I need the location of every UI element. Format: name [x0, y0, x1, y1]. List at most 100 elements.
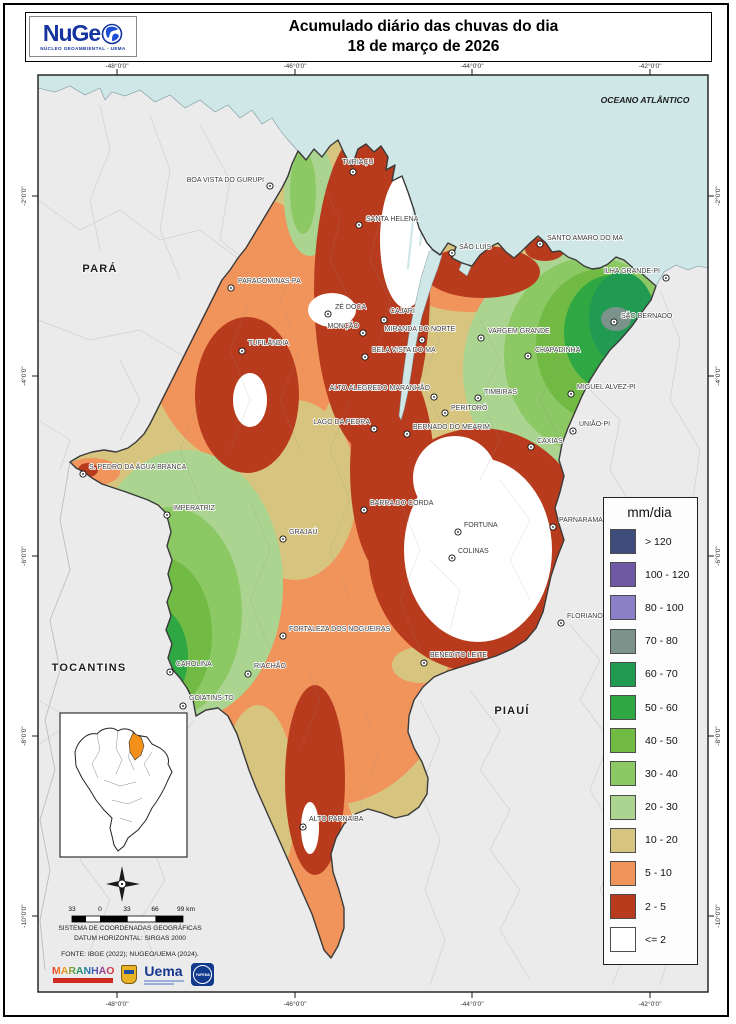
city: ILHA GRANDE-PI: [603, 267, 670, 282]
city-label: FLORIANO: [567, 613, 603, 620]
city: ALTO PARNAÍBA: [299, 813, 365, 831]
city-layer: BOA VISTA DO GURUPI TURIAÇU SANTA HELENA SÃ…: [79, 158, 674, 831]
region-label: TOCANTINS: [52, 662, 127, 674]
legend-row: 80 - 100: [610, 591, 697, 624]
legend-swatch: [610, 761, 636, 787]
legend-label: 50 - 60: [645, 701, 678, 714]
city-marker-dot: [82, 473, 84, 475]
axis-label-right: -6°0'0": [714, 546, 722, 566]
legend-swatch: [610, 860, 636, 886]
city-marker-dot: [423, 662, 425, 664]
axis-label-left: -8°0'0": [20, 726, 28, 746]
city-marker-dot: [451, 252, 453, 254]
city-marker-dot: [182, 705, 184, 707]
city-label: PARAGOMINAS-PA: [238, 278, 301, 285]
nugeo-logo-subtitle: NÚCLEO GEOAMBIENTAL - UEMA: [40, 46, 126, 51]
legend-label: 70 - 80: [645, 635, 678, 648]
axis-label-bottom: -44°0'0": [460, 1000, 484, 1008]
city-label: TURIAÇU: [342, 159, 373, 166]
footer-logos: MARANHÃO Uema FAPEMA: [52, 961, 215, 988]
legend-row: 30 - 40: [610, 757, 697, 790]
city-marker-dot: [362, 332, 364, 334]
city-label: SANTA HELENA: [366, 216, 419, 223]
city: COLINAS: [448, 547, 490, 562]
city-label: BENEDITO LEITE: [430, 652, 487, 659]
legend-label: 2 - 5: [645, 900, 667, 913]
legend-swatch: [610, 927, 636, 953]
axis-label-bottom: -46°0'0": [283, 1000, 307, 1008]
city-label: PERITORÓ: [451, 403, 488, 412]
fapema-logo: FAPEMA: [191, 963, 215, 986]
legend-row: 2 - 5: [610, 890, 697, 923]
axis-label-top: -46°0'0": [283, 62, 307, 70]
city-label: VARGEM GRANDE: [488, 328, 550, 335]
city-marker-dot: [169, 671, 171, 673]
city-label: UNIÃO-PI: [579, 419, 610, 428]
compass-rose: [106, 866, 140, 902]
city-marker-dot: [269, 185, 271, 187]
sao-marcos-bay: [398, 248, 443, 421]
legend-row: 20 - 30: [610, 791, 697, 824]
city-marker-dot: [570, 393, 572, 395]
city-label: SÃO LUÍS: [459, 242, 492, 251]
city-marker-dot: [665, 277, 667, 279]
city: FORTUNA: [454, 521, 499, 536]
city-marker-dot: [539, 243, 541, 245]
credit-datum: DATUM HORIZONTAL: SIRGAS 2000: [74, 935, 186, 942]
governo-maranhao-logo: MARANHÃO: [52, 966, 114, 983]
legend-swatch: [610, 894, 636, 920]
city-label: MIGUEL ALVEZ-PI: [577, 384, 636, 391]
legend-row: 10 - 20: [610, 824, 697, 857]
uema-logo-bar: [144, 979, 185, 982]
city: GRAJAÚ: [279, 526, 318, 543]
city: MONÇÃO: [327, 320, 367, 337]
city-marker-dot: [247, 673, 249, 675]
scale-bar: 33 0 33 66 99 km: [68, 906, 195, 923]
axis-label-bottom: -48°0'0": [105, 1000, 129, 1008]
city-marker-dot: [383, 319, 385, 321]
nugeo-logo: NuGe NÚCLEO GEOAMBIENTAL - UEMA: [29, 16, 137, 57]
city: TIMBIRAS: [474, 388, 518, 402]
inset-brazil-map: [59, 712, 188, 858]
city-marker-dot: [230, 287, 232, 289]
city-marker-dot: [433, 396, 435, 398]
city: TUFILÂNDIA: [238, 337, 290, 355]
city-marker-dot: [363, 509, 365, 511]
legend-row: 60 - 70: [610, 658, 697, 691]
axis-label-left: -4°0'0": [20, 366, 28, 386]
title-line-1: Acumulado diário das chuvas do dia: [288, 17, 559, 35]
legend-label: > 120: [645, 535, 672, 548]
city: PARNARAMA: [549, 516, 604, 531]
city-marker-dot: [444, 412, 446, 414]
city-marker-dot: [477, 397, 479, 399]
city: FLORIANO: [557, 612, 604, 627]
city-label: BOA VISTA DO GURUPI: [187, 177, 264, 184]
legend-swatch: [610, 794, 636, 820]
city-marker-dot: [480, 337, 482, 339]
city-label: FORTALEZA DOS NOGUEIRAS: [289, 626, 391, 633]
city: BOA VISTA DO GURUPI: [186, 176, 274, 190]
axis-label-right: -2°0'0": [714, 186, 722, 206]
city-marker-dot: [282, 538, 284, 540]
legend-swatch: [610, 827, 636, 853]
city-label: MIRANDA DO NORTE: [385, 326, 456, 333]
legend-swatch: [610, 728, 636, 754]
legend-row: > 120: [610, 525, 697, 558]
city: MIGUEL ALVEZ-PI: [567, 383, 637, 398]
axis-label-right: -10°0'0": [714, 904, 722, 928]
legend-swatch: [610, 661, 636, 687]
city-marker-dot: [457, 531, 459, 533]
city: ALTO ALEGREDO MARANHÃO: [329, 382, 438, 401]
city-marker-dot: [572, 430, 574, 432]
globe-icon: [101, 23, 123, 44]
city-label: ALTO ALEGREDO MARANHÃO: [330, 383, 431, 392]
city-label: ALTO PARNAÍBA: [309, 814, 364, 823]
city: CHAPADINHA: [524, 346, 582, 360]
legend-label: 40 - 50: [645, 734, 678, 747]
city-marker-dot: [421, 339, 423, 341]
maranhao-border: [69, 139, 657, 959]
region-label: PARÁ: [82, 262, 117, 275]
legend-swatch: [610, 562, 636, 588]
city-marker-dot: [302, 826, 304, 828]
